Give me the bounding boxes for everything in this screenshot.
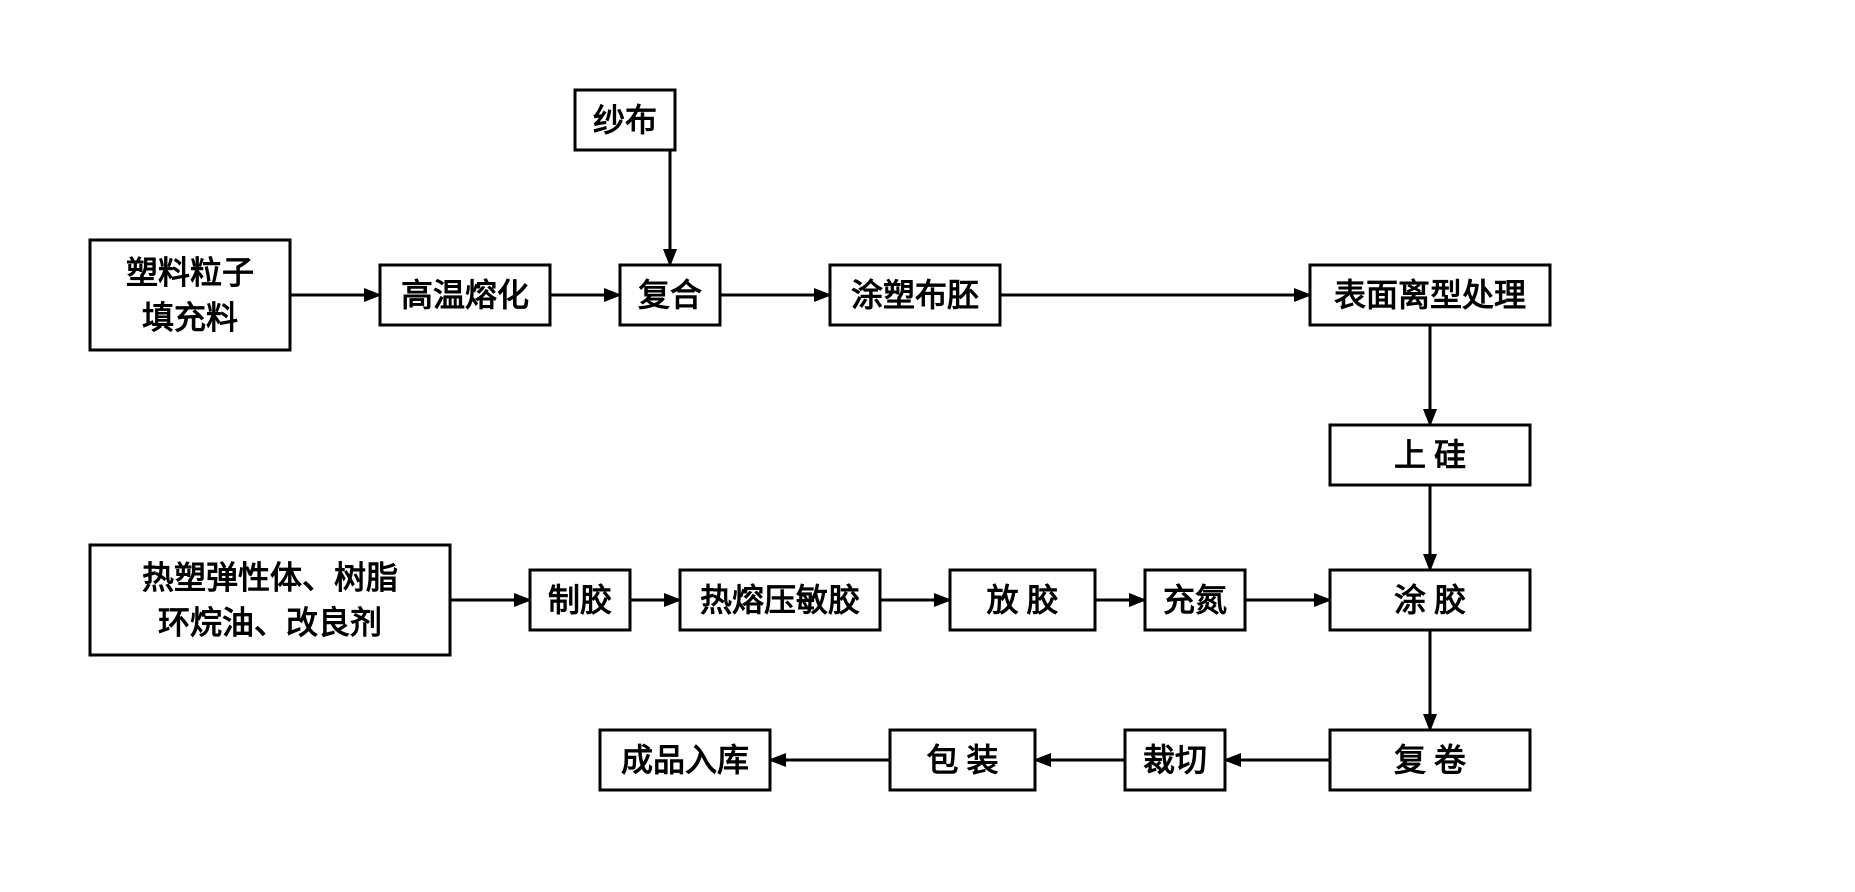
flow-node-label: 充氮: [1163, 582, 1227, 618]
flow-node-label: 表面离型处理: [1334, 277, 1526, 313]
flow-node-label: 热熔压敏胶: [700, 582, 860, 618]
flow-node: 放 胶: [950, 570, 1095, 630]
flow-node: 裁切: [1125, 730, 1225, 790]
flow-node-label: 复 卷: [1394, 742, 1467, 778]
flow-node: 充氮: [1145, 570, 1245, 630]
flow-node: 纱布: [575, 90, 675, 150]
flow-node: 包 装: [890, 730, 1035, 790]
flow-node: 制胶: [530, 570, 630, 630]
flow-node: 热熔压敏胶: [680, 570, 880, 630]
flow-node: 塑料粒子填充料: [90, 240, 290, 350]
flow-node: 涂塑布胚: [830, 265, 1000, 325]
flow-node-label: 放 胶: [986, 582, 1058, 618]
flow-node-label: 纱布: [593, 102, 657, 138]
flowchart-svg: 纱布塑料粒子填充料 高温熔化 复合 涂塑布胚 表面离型处理上 硅热塑弹性体、树脂环烷油、…: [20, 20, 1855, 872]
flow-node-label: 高温熔化: [401, 277, 529, 313]
flow-node-label: 填充料: [142, 299, 238, 335]
flow-node-label: 热塑弹性体、树脂: [142, 560, 398, 596]
flow-node-label: 成品入库: [621, 742, 749, 778]
flow-node: 表面离型处理: [1310, 265, 1550, 325]
flow-node-label: 裁切: [1143, 742, 1207, 778]
flow-node: 复合: [620, 265, 720, 325]
flow-node: 复 卷: [1330, 730, 1530, 790]
flow-node-label: 上 硅: [1394, 437, 1466, 473]
flow-node-label: 塑料粒子: [126, 255, 254, 291]
flow-node-label: 环烷油、改良剂: [158, 604, 382, 640]
flow-node: 热塑弹性体、树脂环烷油、改良剂: [90, 545, 450, 655]
flowchart-container: 纱布塑料粒子填充料 高温熔化 复合 涂塑布胚 表面离型处理上 硅热塑弹性体、树脂环烷油、…: [20, 20, 1835, 872]
flow-node-label: 涂 胶: [1394, 582, 1466, 618]
flow-node-label: 制胶: [548, 582, 612, 618]
flow-node-label: 涂塑布胚: [851, 277, 979, 313]
flow-node-label: 复合: [638, 277, 702, 313]
flow-node: 涂 胶: [1330, 570, 1530, 630]
flow-node: 成品入库: [600, 730, 770, 790]
flow-node: 高温熔化: [380, 265, 550, 325]
flow-node-label: 包 装: [926, 742, 998, 778]
flow-node: 上 硅: [1330, 425, 1530, 485]
